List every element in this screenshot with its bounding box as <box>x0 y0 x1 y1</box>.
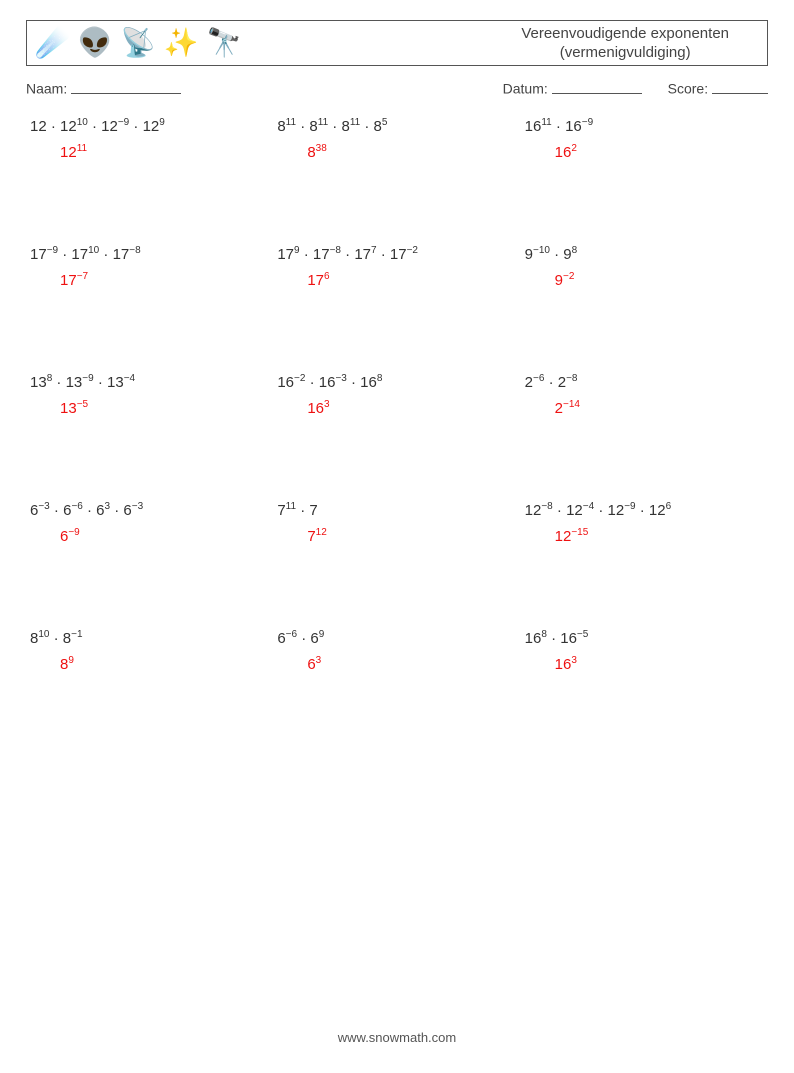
date-label: Datum: <box>503 81 548 97</box>
problem-expression: 6−3 · 6−6 · 63 · 6−3 <box>30 501 269 519</box>
problem-expression: 17−9 · 1710 · 17−8 <box>30 245 269 263</box>
problem-expression: 2−6 · 2−8 <box>525 373 764 391</box>
problem-expression: 12−8 · 12−4 · 12−9 · 126 <box>525 501 764 519</box>
problem-answer: 63 <box>277 655 516 673</box>
problem-cell: 16−2 · 16−3 · 168 163 <box>277 373 516 417</box>
problem-cell: 811 · 811 · 811 · 85 838 <box>277 117 516 161</box>
header-icon-2: 📡 <box>121 29 156 57</box>
title-line2: (vermenigvuldiging) <box>560 44 691 61</box>
title-line1: Vereenvoudigende exponenten <box>521 25 729 42</box>
problem-cell: 6−3 · 6−6 · 63 · 6−3 6−9 <box>30 501 269 545</box>
problem-answer: 6−9 <box>30 527 269 545</box>
header-icon-1: 👽 <box>78 29 113 57</box>
problem-answer: 1211 <box>30 143 269 161</box>
problem-answer: 89 <box>30 655 269 673</box>
problem-expression: 168 · 16−5 <box>525 629 764 647</box>
header-icon-3: ✨ <box>164 29 199 57</box>
problem-answer: 163 <box>525 655 764 673</box>
problem-expression: 179 · 17−8 · 177 · 17−2 <box>277 245 516 263</box>
problem-cell: 9−10 · 98 9−2 <box>525 245 764 289</box>
meta-score: Score: <box>668 80 768 97</box>
problem-answer: 13−5 <box>30 399 269 417</box>
problem-cell: 138 · 13−9 · 13−4 13−5 <box>30 373 269 417</box>
problem-answer: 163 <box>277 399 516 417</box>
problem-answer: 176 <box>277 271 516 289</box>
footer: www.snowmath.com <box>0 1030 794 1045</box>
worksheet-title: Vereenvoudigende exponenten (vermenigvul… <box>521 24 759 63</box>
problem-cell: 17−9 · 1710 · 17−8 17−7 <box>30 245 269 289</box>
name-label: Naam: <box>26 81 67 97</box>
problem-cell: 711 · 7 712 <box>277 501 516 545</box>
problem-cell: 810 · 8−1 89 <box>30 629 269 673</box>
problem-cell: 168 · 16−5 163 <box>525 629 764 673</box>
footer-text: www.snowmath.com <box>338 1030 456 1045</box>
problem-expression: 6−6 · 69 <box>277 629 516 647</box>
header-box: ☄️ 👽 📡 ✨ 🔭 Vereenvoudigende exponenten (verm… <box>26 20 768 66</box>
problem-cell: 6−6 · 69 63 <box>277 629 516 673</box>
problems-grid: 12 · 1210 · 12−9 · 129 1211 811 · 811 · 81… <box>30 117 764 673</box>
meta-row: Naam: Datum: Score: <box>26 80 768 97</box>
problem-cell: 2−6 · 2−8 2−14 <box>525 373 764 417</box>
header-icons: ☄️ 👽 📡 ✨ 🔭 <box>35 29 241 57</box>
problem-expression: 810 · 8−1 <box>30 629 269 647</box>
problem-answer: 2−14 <box>525 399 764 417</box>
score-label: Score: <box>668 81 708 97</box>
problem-expression: 9−10 · 98 <box>525 245 764 263</box>
problem-expression: 12 · 1210 · 12−9 · 129 <box>30 117 269 135</box>
problem-cell: 12−8 · 12−4 · 12−9 · 126 12−15 <box>525 501 764 545</box>
header-icon-0: ☄️ <box>35 29 70 57</box>
problem-cell: 179 · 17−8 · 177 · 17−2 176 <box>277 245 516 289</box>
meta-name: Naam: <box>26 80 181 97</box>
problem-cell: 12 · 1210 · 12−9 · 129 1211 <box>30 117 269 161</box>
problem-expression: 1611 · 16−9 <box>525 117 764 135</box>
header-icon-4: 🔭 <box>207 29 242 57</box>
problem-expression: 811 · 811 · 811 · 85 <box>277 117 516 135</box>
problem-answer: 9−2 <box>525 271 764 289</box>
problem-answer: 838 <box>277 143 516 161</box>
problem-answer: 162 <box>525 143 764 161</box>
score-blank[interactable] <box>712 80 768 94</box>
problem-answer: 712 <box>277 527 516 545</box>
meta-date: Datum: <box>503 80 642 97</box>
problem-answer: 12−15 <box>525 527 764 545</box>
date-blank[interactable] <box>552 80 642 94</box>
problem-cell: 1611 · 16−9 162 <box>525 117 764 161</box>
name-blank[interactable] <box>71 80 181 94</box>
problem-expression: 711 · 7 <box>277 501 516 519</box>
problem-expression: 16−2 · 16−3 · 168 <box>277 373 516 391</box>
problem-answer: 17−7 <box>30 271 269 289</box>
problem-expression: 138 · 13−9 · 13−4 <box>30 373 269 391</box>
